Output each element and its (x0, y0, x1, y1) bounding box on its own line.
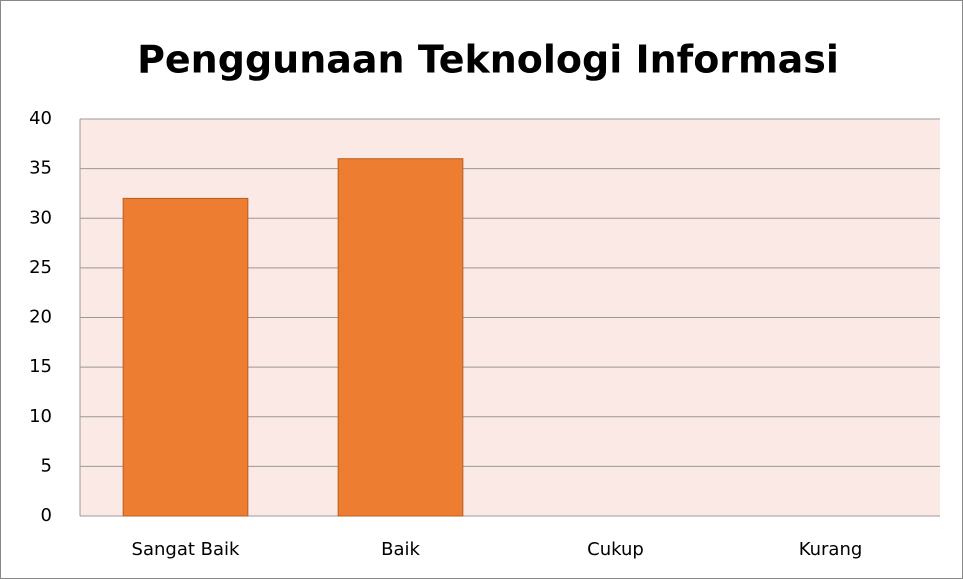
x-tick-label: Cukup (587, 539, 644, 560)
x-tick-label: Baik (381, 539, 420, 560)
bar (337, 158, 464, 517)
x-tick-label: Kurang (799, 539, 863, 560)
y-tick-label: 35 (29, 158, 52, 179)
y-tick-label: 15 (29, 356, 52, 377)
y-tick-label: 10 (29, 406, 52, 427)
chart-title: Penggunaan Teknologi Informasi (137, 38, 839, 82)
y-tick-label: 20 (29, 307, 52, 328)
y-tick-label: 40 (29, 108, 52, 129)
y-tick-label: 5 (41, 455, 52, 476)
x-tick-label: Sangat Baik (132, 539, 240, 560)
bar (122, 197, 249, 517)
y-tick-label: 25 (29, 257, 52, 278)
y-tick-label: 30 (29, 207, 52, 228)
y-tick-label: 0 (41, 505, 52, 526)
